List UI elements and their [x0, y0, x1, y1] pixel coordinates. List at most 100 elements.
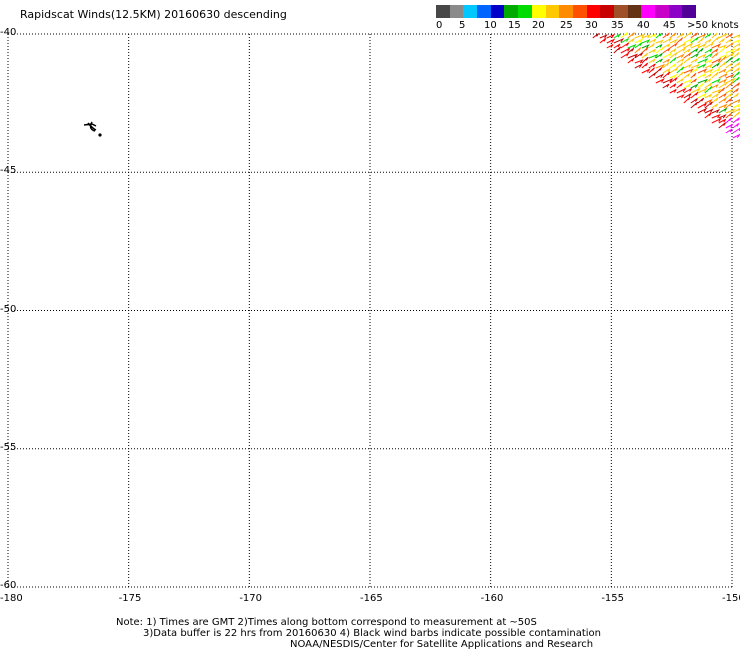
wind-barb [718, 33, 728, 39]
colorbar-segment [436, 5, 450, 18]
wind-barb [711, 71, 719, 79]
wind-barb [704, 63, 714, 69]
colorbar-segment [586, 5, 601, 18]
wind-barb [690, 43, 702, 49]
colorbar-label: 25 [560, 20, 573, 31]
wind-barb [648, 33, 657, 39]
wind-barb [711, 103, 719, 109]
wind-barb [697, 102, 707, 109]
wind-barb [648, 49, 656, 54]
colorbar-segment [463, 5, 478, 18]
wind-barb [669, 89, 677, 94]
colorbar-label: 45 [663, 20, 676, 31]
wind-barb [718, 78, 728, 84]
wind-barb [732, 76, 740, 84]
wind-barb [669, 77, 678, 84]
wind-barb [718, 118, 727, 124]
map-title: Rapidscat Winds(12.5KM) 20160630 descend… [20, 8, 287, 21]
colorbar-label: 5 [459, 20, 466, 31]
wind-barb [599, 34, 608, 39]
wind-barb [697, 68, 708, 74]
wind-barb [704, 101, 713, 109]
island-dot [98, 133, 102, 137]
wind-barb [718, 93, 727, 99]
wind-barb [711, 43, 722, 49]
colorbar-label: 15 [508, 20, 521, 31]
wind-barb [690, 91, 699, 99]
colorbar-label: 30 [585, 20, 598, 31]
wind-barb [718, 122, 727, 129]
wind-barb [655, 44, 663, 49]
colorbar-segment [627, 5, 642, 18]
wind-barb [613, 33, 621, 39]
wind-barb [627, 47, 635, 54]
wind-barb [627, 43, 637, 49]
wind-barb [704, 33, 712, 39]
longitude-label: -155 [601, 593, 625, 604]
wind-barb [732, 57, 740, 64]
wind-barb [613, 37, 625, 44]
wind-barb [732, 117, 740, 124]
wind-barb [732, 127, 740, 134]
wind-barb [606, 38, 616, 44]
wind-barb [655, 39, 664, 44]
wind-barb [697, 47, 704, 54]
wind-barb [690, 87, 701, 94]
wind-barb [697, 42, 707, 49]
wind-barb [676, 62, 684, 69]
colorbar-segment [682, 5, 697, 18]
wind-barb [718, 107, 728, 114]
wind-barb [634, 42, 643, 49]
wind-barb [648, 63, 656, 69]
longitude-label: -175 [118, 593, 142, 604]
note-line-1: Note: 1) Times are GMT 2)Times along bot… [116, 617, 537, 628]
wind-barb [711, 52, 719, 59]
wind-barb [634, 59, 644, 64]
wind-barb [718, 73, 728, 79]
wind-barb [704, 98, 713, 104]
wind-barb [697, 93, 707, 99]
colorbar-segment [504, 5, 519, 18]
wind-barb [662, 78, 674, 84]
wind-barb [683, 37, 694, 44]
wind-barb [613, 43, 621, 49]
island-outline [83, 121, 97, 132]
wind-barb [690, 78, 697, 84]
wind-barb [697, 73, 706, 79]
wind-barb [662, 58, 670, 64]
wind-barb [662, 68, 671, 74]
wind-barb [683, 43, 693, 49]
wind-barb [641, 62, 649, 69]
wind-barb [704, 112, 712, 119]
wind-barb [683, 88, 693, 94]
wind-barb [648, 72, 657, 79]
wind-barb [613, 46, 622, 54]
wind-barb [704, 73, 712, 79]
wind-barb [711, 88, 722, 94]
wind-barb [683, 68, 694, 74]
wind-barb [634, 63, 643, 69]
wind-barb [676, 82, 684, 89]
wind-barb [690, 53, 699, 59]
wind-barb [669, 63, 677, 69]
wind-barb [669, 38, 678, 44]
wind-barbs [592, 31, 740, 139]
wind-barb [725, 77, 736, 84]
note-line-3: NOAA/NESDIS/Center for Satellite Applica… [290, 639, 594, 650]
colorbar-segment [600, 5, 614, 18]
wind-barb [634, 37, 644, 44]
wind-barb [690, 32, 698, 39]
wind-speed-colorbar [436, 5, 697, 18]
wind-barb [732, 93, 739, 99]
wind-barb [704, 108, 714, 114]
colorbar-label: 20 [532, 20, 545, 31]
wind-barb [697, 97, 705, 104]
colorbar-segment [668, 5, 683, 18]
wind-barb [606, 33, 616, 39]
wind-barb [620, 42, 630, 49]
wind-barb [662, 83, 670, 89]
wind-barb [683, 48, 691, 54]
wind-barb [718, 103, 728, 109]
wind-barb [718, 56, 727, 64]
wind-barb [648, 53, 659, 59]
